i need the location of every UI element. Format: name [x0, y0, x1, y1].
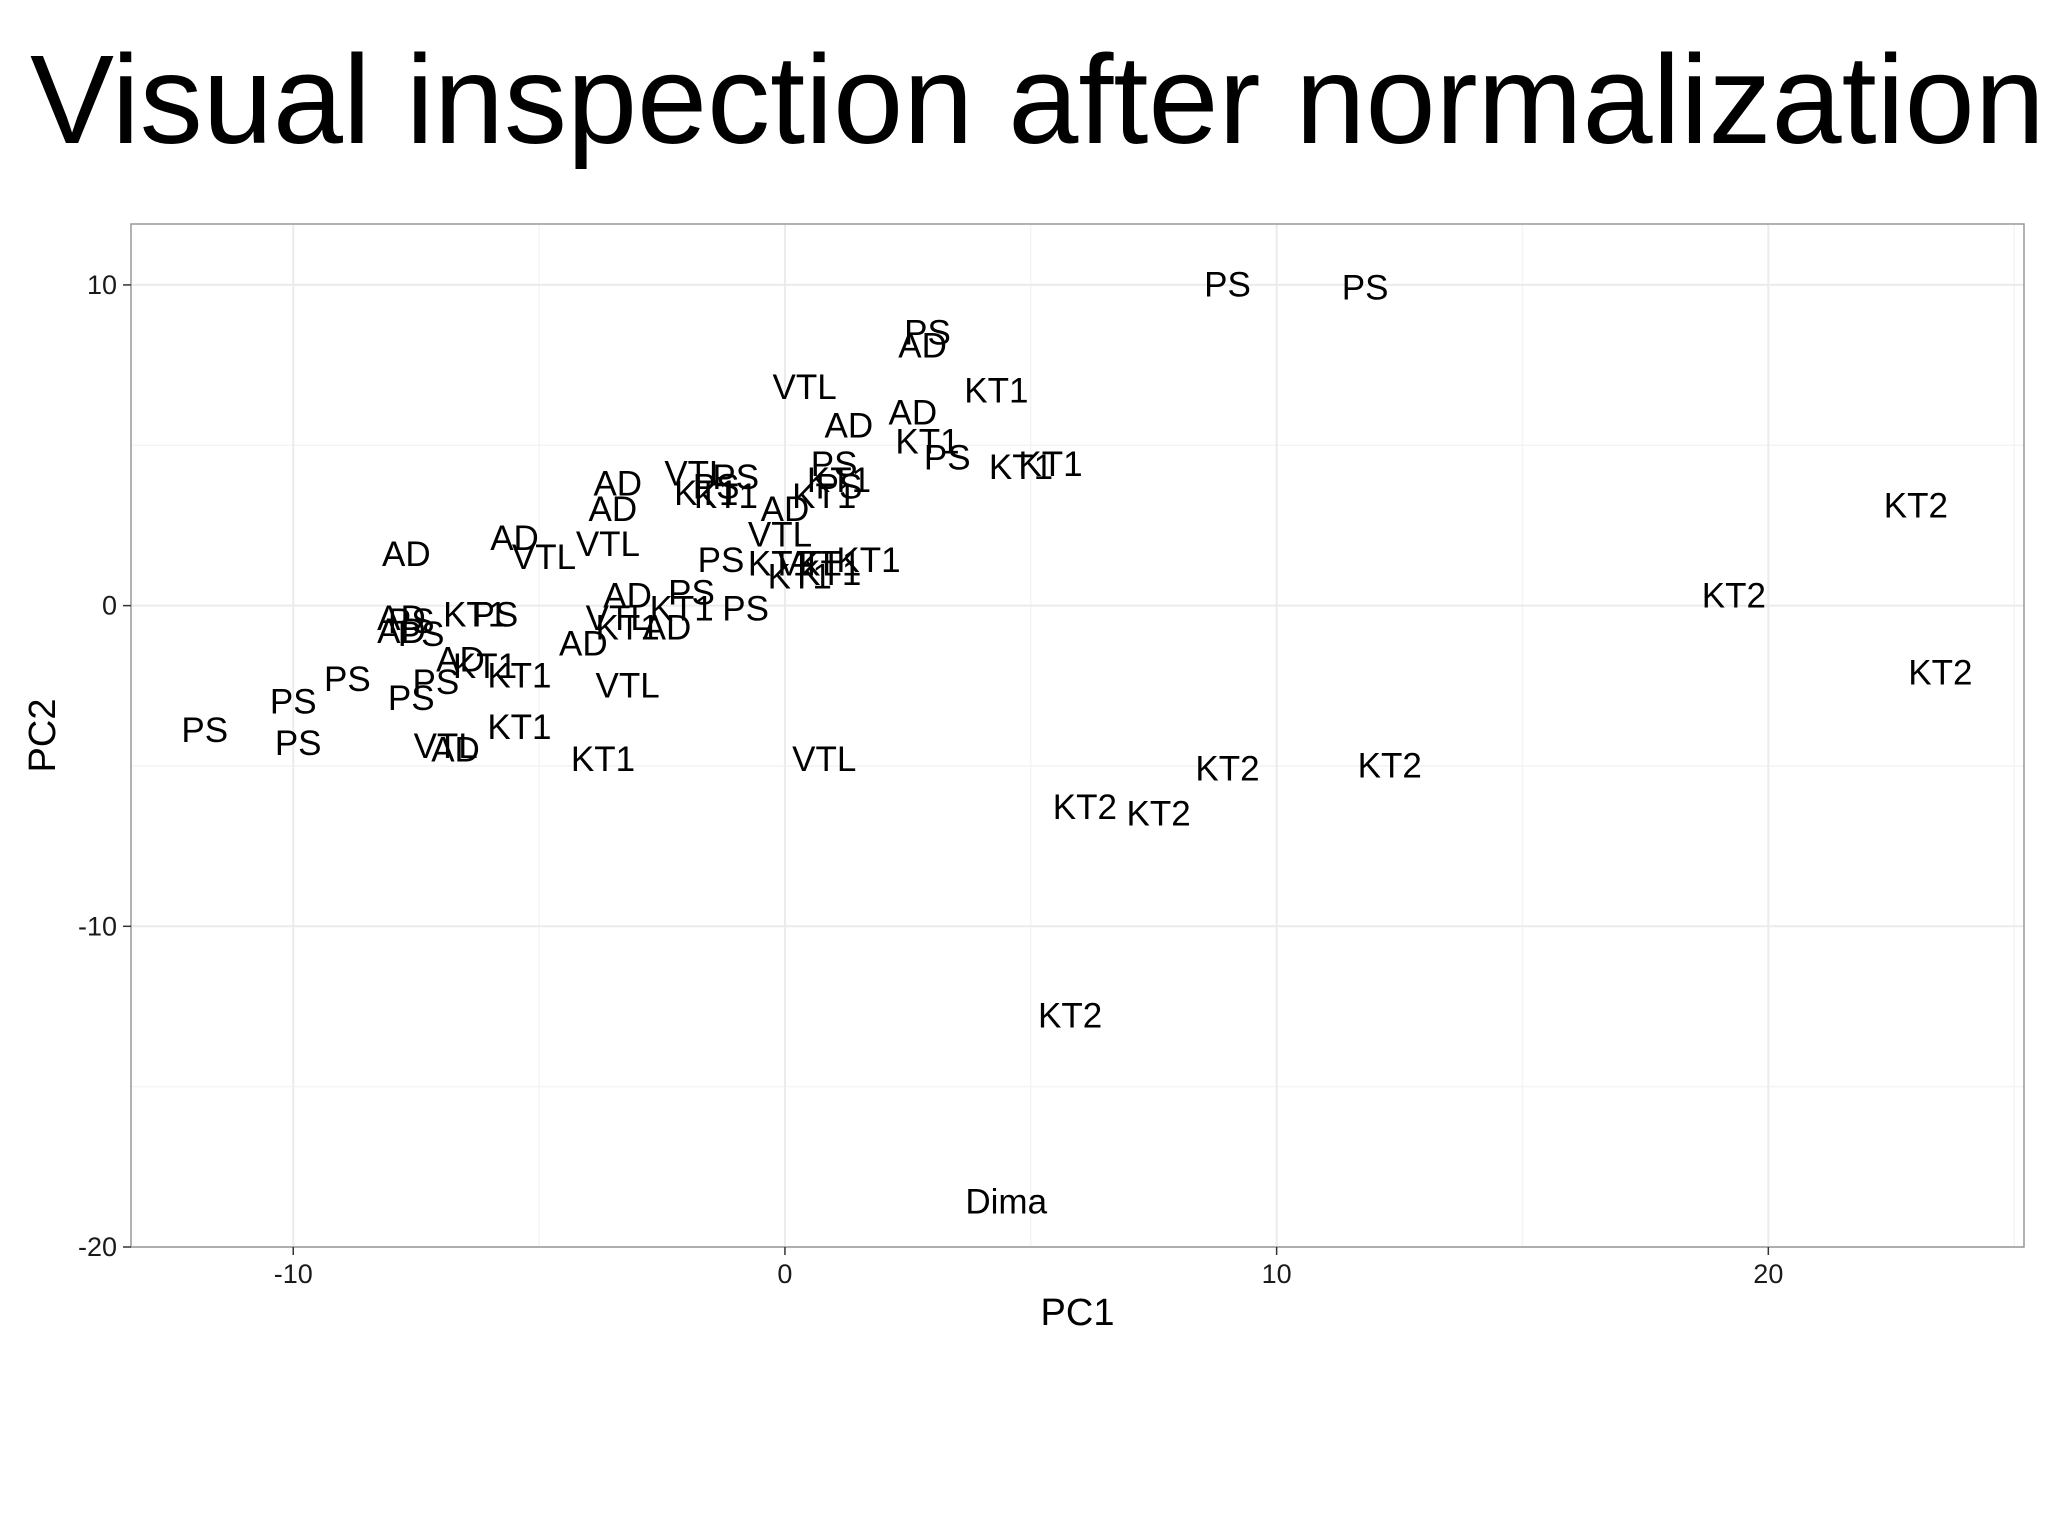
point-label: KT1	[964, 371, 1028, 410]
point-label: PS	[275, 724, 322, 763]
minor-gridlines	[131, 224, 2024, 1247]
point-label: Dima	[965, 1183, 1047, 1222]
point-label: PS	[412, 663, 459, 702]
y-tick-label: 0	[102, 591, 117, 621]
point-label: KT2	[1038, 997, 1102, 1036]
point-label: PS	[388, 679, 435, 718]
y-tick-label: -10	[78, 911, 117, 941]
point-label: AD	[888, 394, 937, 433]
point-label: AD	[377, 612, 426, 651]
point-label: PS	[181, 711, 228, 750]
y-tick-label: -20	[78, 1232, 117, 1262]
point-label: PS	[698, 541, 745, 580]
point-label: VTL	[414, 727, 478, 766]
point-label: KT1	[443, 596, 507, 635]
y-axis-title: PC2	[22, 699, 64, 773]
point-label: AD	[603, 577, 652, 616]
point-label: PS	[924, 439, 971, 478]
point-label: KT1	[453, 647, 517, 686]
point-label: KT1	[768, 557, 832, 596]
x-tick-label: 0	[777, 1259, 792, 1289]
point-label: VTL	[664, 455, 728, 494]
point-label: VTL	[586, 599, 650, 638]
point-label: PS	[270, 682, 317, 721]
point-label: AD	[825, 407, 874, 446]
x-tick-label: -10	[274, 1259, 313, 1289]
point-label: KT1	[989, 448, 1053, 487]
point-label: PS	[471, 596, 518, 635]
point-label: KT1	[694, 477, 758, 516]
point-label: VTL	[512, 538, 576, 577]
point-label: VTL	[792, 740, 856, 779]
point-label: PS	[324, 660, 371, 699]
point-label: AD	[490, 519, 539, 558]
y-axis: 10 0 -10 -20	[78, 270, 131, 1262]
point-label: PS	[811, 445, 858, 484]
point-label: VTL	[777, 544, 841, 583]
x-tick-label: 10	[1262, 1259, 1292, 1289]
point-label: KT1	[674, 474, 738, 513]
point-label: KT1	[650, 589, 714, 628]
point-label: PS	[722, 589, 769, 628]
x-axis-title: PC1	[1041, 1292, 1115, 1334]
plot-panel	[131, 224, 2024, 1247]
point-label: KT2	[1884, 487, 1948, 526]
point-label: AD	[643, 609, 692, 648]
point-label: AD	[589, 490, 638, 529]
point-label: KT1	[797, 554, 861, 593]
point-label: KT1	[797, 544, 861, 583]
point-label: AD	[593, 464, 642, 503]
point-label: KT1	[1018, 445, 1082, 484]
point-label: KT1	[836, 541, 900, 580]
slide-title: Visual inspection after normalization	[30, 29, 2045, 170]
point-label: KT1	[571, 740, 635, 779]
point-label: KT2	[1195, 750, 1259, 789]
point-label: KT1	[807, 461, 871, 500]
point-label: VTL	[748, 516, 812, 555]
point-label: KT2	[1127, 795, 1191, 834]
plot-border	[130, 223, 2025, 1248]
point-label: AD	[559, 625, 608, 664]
point-label: KT2	[1053, 788, 1117, 827]
point-label: AD	[431, 730, 480, 769]
x-tick-label: 20	[1753, 1259, 1783, 1289]
point-label: PS	[693, 467, 740, 506]
point-label: PS	[388, 602, 435, 641]
point-label: KT1	[487, 708, 551, 747]
point-label: AD	[377, 599, 426, 638]
y-tick-label: 10	[87, 270, 117, 300]
point-label: KT2	[1908, 653, 1972, 692]
point-label: AD	[761, 490, 810, 529]
point-label: PS	[712, 458, 759, 497]
point-label: AD	[436, 641, 485, 680]
point-label: VTL	[773, 368, 837, 407]
point-label: AD	[382, 535, 431, 574]
point-label: KT1	[748, 544, 812, 583]
point-label: PS	[398, 615, 445, 654]
point-label: PS	[904, 314, 951, 353]
point-label: VTL	[596, 666, 660, 705]
point-label: PS	[1204, 265, 1251, 304]
point-label: KT2	[1358, 746, 1422, 785]
point-label: KT1	[895, 423, 959, 462]
point-label: KT1	[487, 657, 551, 696]
x-axis: -10 0 10 20	[274, 1247, 1783, 1289]
point-label: KT2	[1702, 577, 1766, 616]
point-label: PS	[816, 467, 863, 506]
point-label: AD	[898, 326, 947, 365]
point-label: VTL	[576, 525, 640, 564]
point-label: KT1	[792, 477, 856, 516]
point-label: PS	[1342, 269, 1389, 308]
point-label: KT1	[596, 609, 660, 648]
point-label: PS	[668, 573, 715, 612]
